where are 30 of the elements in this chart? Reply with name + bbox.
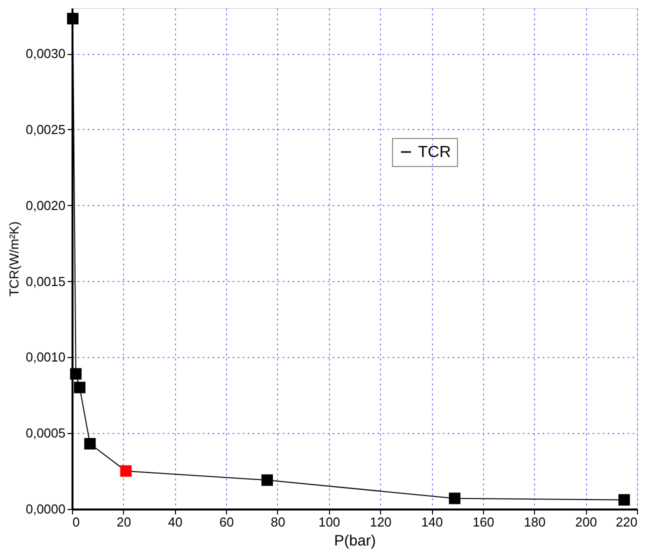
point bbox=[261, 474, 273, 486]
x-tick-label: 20 bbox=[116, 514, 132, 530]
y-tick-label: 0,0030 bbox=[26, 46, 66, 62]
y-tick-label: 0,0005 bbox=[26, 426, 66, 441]
legend-label: TCR bbox=[418, 144, 451, 161]
x-tick-label: 120 bbox=[370, 514, 392, 530]
point bbox=[618, 494, 630, 506]
y-tick-label: 0,0015 bbox=[26, 274, 66, 289]
y-tick-label: 0,0000 bbox=[26, 502, 66, 516]
y-tick-label: 0,0025 bbox=[26, 122, 66, 137]
x-axis-title: P(bar) bbox=[334, 532, 376, 550]
x-tick-label: 200 bbox=[575, 514, 597, 530]
x-tick-label: 40 bbox=[168, 514, 182, 530]
x-tick-label: 100 bbox=[318, 514, 340, 530]
x-tick-label: 220 bbox=[616, 514, 638, 530]
point bbox=[70, 368, 82, 380]
x-tick-label: 60 bbox=[219, 514, 234, 530]
y-tick-label: 0,0020 bbox=[26, 198, 66, 213]
point bbox=[448, 492, 460, 504]
x-tick-label: 160 bbox=[472, 514, 494, 530]
x-tick-label: 0 bbox=[72, 514, 80, 530]
point bbox=[84, 438, 96, 450]
point bbox=[74, 382, 86, 394]
x-tick-label: 140 bbox=[421, 514, 443, 530]
point bbox=[67, 12, 79, 24]
x-tick-label: 180 bbox=[524, 514, 546, 530]
point bbox=[120, 465, 132, 477]
y-axis-title: TCR(W/m²K) bbox=[6, 221, 22, 297]
y-tick-label: 0,0010 bbox=[26, 350, 66, 365]
x-tick-label: 80 bbox=[270, 514, 286, 530]
